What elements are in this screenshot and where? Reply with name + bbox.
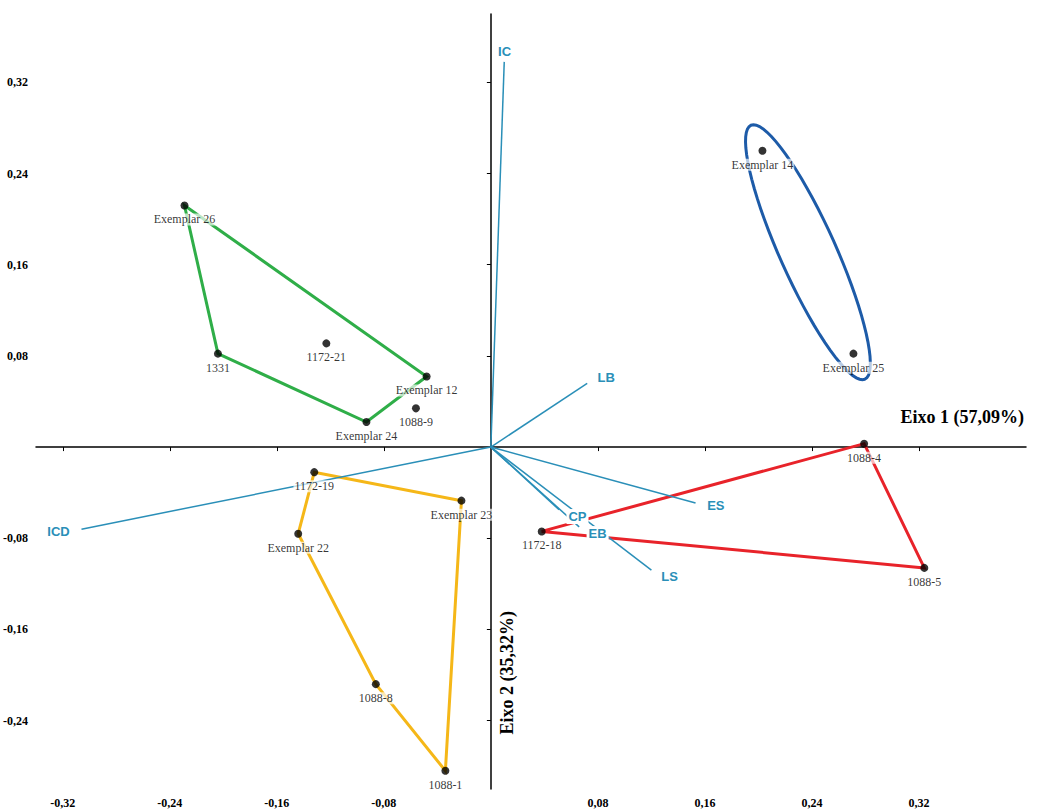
svg-text:0,16: 0,16 xyxy=(7,258,28,272)
svg-text:1088-9: 1088-9 xyxy=(399,415,433,429)
svg-text:Eixo 2 (35,32%): Eixo 2 (35,32%) xyxy=(497,611,518,735)
svg-text:-0,24: -0,24 xyxy=(3,714,28,728)
svg-text:-0,16: -0,16 xyxy=(3,622,28,636)
svg-text:-0,32: -0,32 xyxy=(50,796,75,809)
svg-text:Exemplar 24: Exemplar 24 xyxy=(336,429,398,443)
svg-text:LB: LB xyxy=(598,370,615,385)
svg-text:CP: CP xyxy=(568,509,586,524)
svg-text:1088-1: 1088-1 xyxy=(428,778,462,792)
svg-text:-0,08: -0,08 xyxy=(3,531,28,545)
svg-text:EB: EB xyxy=(589,526,607,541)
svg-text:0,24: 0,24 xyxy=(801,796,822,809)
svg-text:IC: IC xyxy=(498,44,512,59)
svg-text:LS: LS xyxy=(661,569,678,584)
svg-text:Exemplar 23: Exemplar 23 xyxy=(431,508,493,522)
svg-text:1172-18: 1172-18 xyxy=(522,538,562,552)
svg-text:0,08: 0,08 xyxy=(587,796,608,809)
svg-text:0,32: 0,32 xyxy=(908,796,929,809)
svg-text:ES: ES xyxy=(707,498,725,513)
svg-text:0,32: 0,32 xyxy=(7,75,28,89)
svg-text:1088-5: 1088-5 xyxy=(907,575,941,589)
svg-text:0,24: 0,24 xyxy=(7,167,28,181)
svg-text:1088-8: 1088-8 xyxy=(359,691,393,705)
svg-text:0,16: 0,16 xyxy=(694,796,715,809)
svg-text:Exemplar 25: Exemplar 25 xyxy=(823,361,885,375)
svg-text:Exemplar 26: Exemplar 26 xyxy=(154,212,216,226)
svg-text:1172-21: 1172-21 xyxy=(307,350,347,364)
svg-text:Exemplar 12: Exemplar 12 xyxy=(396,383,458,397)
svg-text:0,08: 0,08 xyxy=(7,349,28,363)
svg-text:-0,16: -0,16 xyxy=(264,796,289,809)
svg-text:-0,24: -0,24 xyxy=(157,796,182,809)
svg-text:-0,08: -0,08 xyxy=(371,796,396,809)
svg-text:Exemplar 14: Exemplar 14 xyxy=(732,158,794,172)
svg-text:Exemplar 22: Exemplar 22 xyxy=(267,541,329,555)
svg-text:1088-4: 1088-4 xyxy=(847,451,881,465)
svg-text:1331: 1331 xyxy=(206,361,230,375)
svg-text:ICD: ICD xyxy=(47,524,69,539)
svg-text:1172-19: 1172-19 xyxy=(294,479,334,493)
svg-text:Eixo 1 (57,09%): Eixo 1 (57,09%) xyxy=(901,407,1025,428)
